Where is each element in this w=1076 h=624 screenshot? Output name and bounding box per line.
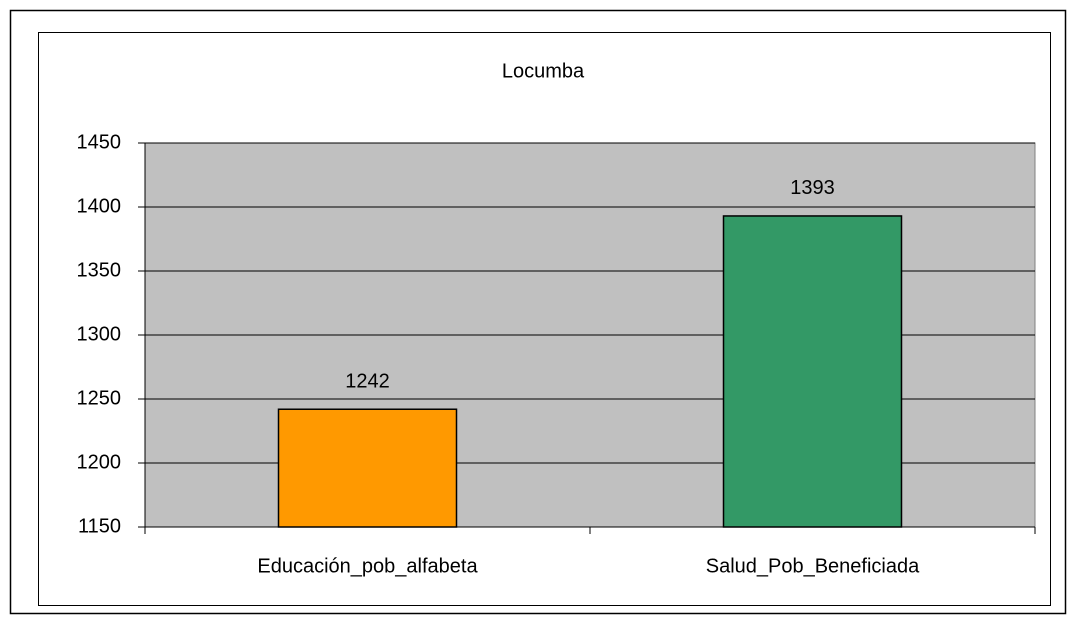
y-tick-label: 1450 <box>77 131 122 153</box>
x-tick-label: Educación_pob_alfabeta <box>257 555 478 577</box>
bar <box>277 408 458 528</box>
x-tick-label: Salud_Pob_Beneficiada <box>706 555 920 577</box>
data-label: 1393 <box>790 177 835 199</box>
data-label: 1242 <box>345 371 390 393</box>
chart-title: Locumba <box>502 60 585 82</box>
y-tick-label: 1350 <box>77 259 122 281</box>
y-tick-label: 1250 <box>77 387 122 409</box>
y-tick-label: 1300 <box>77 323 122 345</box>
y-tick-label: 1400 <box>77 195 122 217</box>
bar <box>722 215 903 528</box>
y-tick-label: 1150 <box>78 515 121 537</box>
y-tick-label: 1200 <box>77 451 122 473</box>
